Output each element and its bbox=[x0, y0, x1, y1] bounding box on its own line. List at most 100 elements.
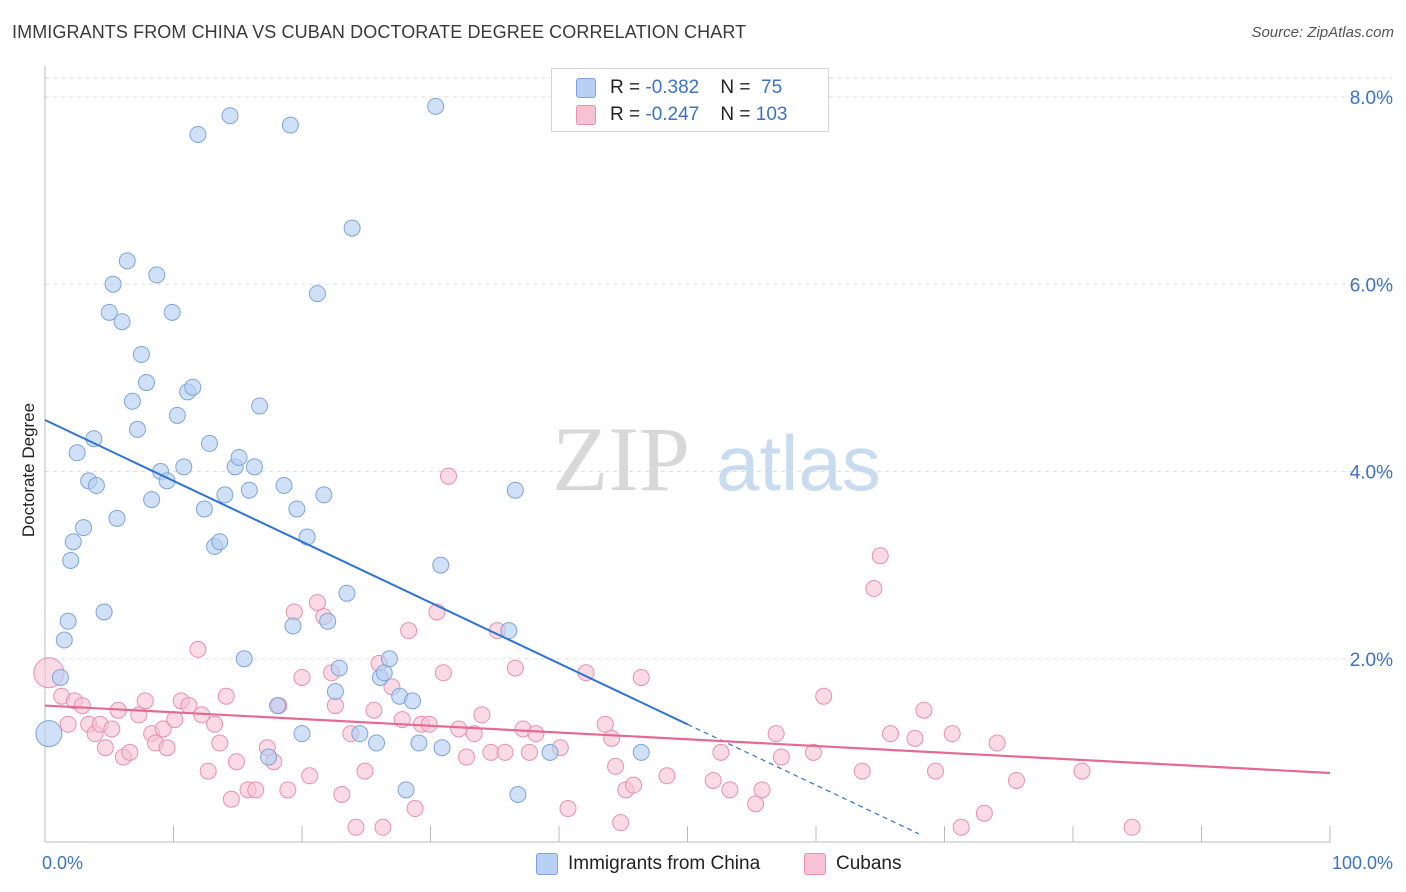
china-point bbox=[260, 748, 278, 766]
china-point bbox=[148, 266, 166, 284]
cubans-point bbox=[333, 786, 351, 804]
cubans-point bbox=[206, 715, 224, 733]
cubans-point bbox=[1123, 818, 1141, 836]
cubans-point bbox=[943, 725, 961, 743]
chart-title: IMMIGRANTS FROM CHINA VS CUBAN DOCTORATE… bbox=[12, 22, 747, 42]
n-value: 103 bbox=[755, 104, 788, 125]
china-point bbox=[184, 378, 202, 396]
cubans-point bbox=[952, 818, 970, 836]
china-point bbox=[87, 477, 105, 495]
y-tick-label: 6.0% bbox=[1350, 275, 1393, 296]
cubans-point bbox=[815, 687, 833, 705]
china-point bbox=[100, 303, 118, 321]
legend-row-cubans: R = -0.247 N = 103 bbox=[576, 102, 787, 126]
china-point bbox=[315, 486, 333, 504]
china-point bbox=[108, 509, 126, 527]
cubans-point bbox=[721, 781, 739, 799]
china-trend-extension bbox=[687, 723, 920, 835]
r-value: -0.247 bbox=[645, 104, 700, 125]
china-point bbox=[55, 631, 73, 649]
cubans-point bbox=[632, 668, 650, 686]
cubans-point bbox=[1007, 771, 1025, 789]
china-point bbox=[404, 692, 422, 710]
china-point bbox=[235, 650, 253, 668]
cubans-point bbox=[293, 668, 311, 686]
legend-text-china: R = -0.382 N = 75 bbox=[610, 77, 782, 99]
legend-swatch-cubans bbox=[576, 105, 596, 125]
cubans-point bbox=[420, 715, 438, 733]
watermark-zip: ZIP bbox=[552, 408, 690, 510]
cubans-point bbox=[506, 659, 524, 677]
cubans-point bbox=[154, 720, 172, 738]
watermark: ZIP atlas bbox=[552, 408, 881, 510]
legend-text-cubans: R = -0.247 N = 103 bbox=[610, 104, 787, 126]
cubans-point bbox=[496, 743, 514, 761]
china-point bbox=[129, 420, 147, 438]
china-point bbox=[298, 528, 316, 546]
cubans-point bbox=[279, 781, 297, 799]
legend-row-china: R = -0.382 N = 75 bbox=[576, 75, 782, 99]
china-point bbox=[308, 285, 326, 303]
cubans-point bbox=[473, 706, 491, 724]
grid-lines bbox=[45, 77, 1392, 660]
cubans-point bbox=[59, 715, 77, 733]
cubans-point bbox=[915, 701, 933, 719]
china-point bbox=[195, 500, 213, 518]
china-point bbox=[541, 743, 559, 761]
cubans-point bbox=[199, 762, 217, 780]
cubans-point bbox=[136, 692, 154, 710]
cubans-point bbox=[457, 748, 475, 766]
cubans-point bbox=[906, 729, 924, 747]
cubans-point bbox=[400, 622, 418, 640]
china-trend-line bbox=[44, 419, 688, 726]
bottom-legend-label-cubans: Cubans bbox=[836, 853, 902, 874]
n-value: 75 bbox=[755, 77, 783, 98]
cubans-point bbox=[853, 762, 871, 780]
cubans-point bbox=[596, 715, 614, 733]
china-point bbox=[123, 392, 141, 410]
china-point bbox=[68, 444, 86, 462]
china-point bbox=[211, 533, 229, 551]
china-point bbox=[284, 617, 302, 635]
china-point bbox=[104, 275, 122, 293]
cubans-point bbox=[301, 767, 319, 785]
r-value: -0.382 bbox=[645, 77, 700, 98]
china-point bbox=[433, 739, 451, 757]
china-point bbox=[245, 458, 263, 476]
legend-swatch-china bbox=[576, 78, 596, 98]
china-point bbox=[168, 406, 186, 424]
china-point bbox=[59, 612, 77, 630]
china-point bbox=[397, 781, 415, 799]
bottom-legend-swatch-cubans bbox=[804, 853, 826, 875]
cubans-point bbox=[988, 734, 1006, 752]
cubans-point bbox=[712, 743, 730, 761]
china-point bbox=[132, 345, 150, 363]
cubans-point bbox=[285, 603, 303, 621]
cubans-trend-line bbox=[44, 704, 1331, 775]
cubans-point bbox=[612, 814, 630, 832]
cubans-point bbox=[217, 687, 235, 705]
china-point bbox=[368, 734, 386, 752]
cubans-point bbox=[772, 748, 790, 766]
cubans-point bbox=[559, 800, 577, 818]
china-point bbox=[230, 448, 248, 466]
cubans-point bbox=[374, 818, 392, 836]
china-point bbox=[163, 303, 181, 321]
cubans-point bbox=[227, 753, 245, 771]
cubans-point bbox=[434, 664, 452, 682]
cubans-point bbox=[603, 729, 621, 747]
china-point bbox=[269, 697, 287, 715]
cubans-point bbox=[347, 818, 365, 836]
cubans-point bbox=[73, 697, 91, 715]
y-axis-label: Doctorate Degree bbox=[19, 403, 38, 537]
y-tick-label: 8.0% bbox=[1350, 88, 1393, 109]
china-point bbox=[221, 107, 239, 125]
cubans-point bbox=[767, 725, 785, 743]
china-point bbox=[35, 720, 63, 748]
china-point bbox=[506, 481, 524, 499]
x-tick-labels: 0.0% 100.0% bbox=[42, 853, 1393, 873]
cubans-point bbox=[439, 467, 457, 485]
cubans-point bbox=[927, 762, 945, 780]
cubans-point bbox=[166, 711, 184, 729]
